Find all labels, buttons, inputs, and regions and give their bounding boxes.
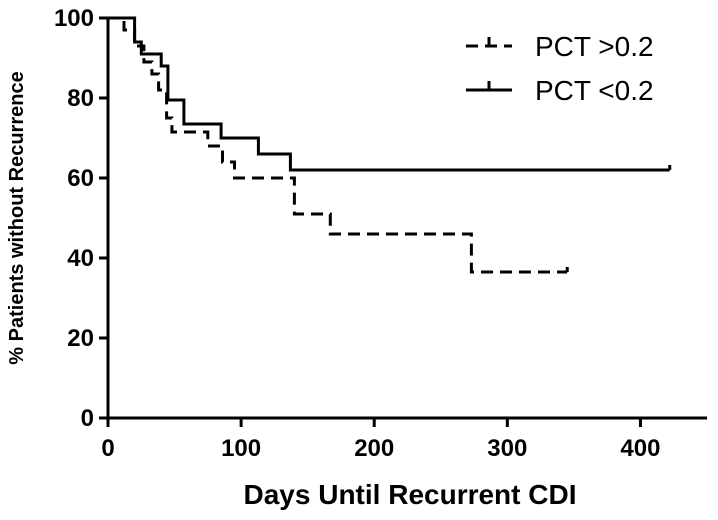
- legend-label: PCT <0.2: [535, 75, 654, 106]
- series-line-pct-above: [108, 16, 568, 274]
- x-tick-label: 0: [101, 435, 114, 462]
- y-axis-title: % Patients without Recurrence: [6, 71, 28, 364]
- x-tick-label: 100: [221, 435, 261, 462]
- axes: [106, 18, 707, 420]
- x-tick-label: 200: [354, 435, 394, 462]
- y-tick-label: 0: [81, 405, 94, 432]
- legend: PCT >0.2 PCT <0.2: [466, 31, 654, 106]
- y-tick-label: 60: [67, 165, 94, 192]
- x-axis-title: Days Until Recurrent CDI: [244, 479, 577, 510]
- y-tick-label: 80: [67, 85, 94, 112]
- x-tick-label: 400: [620, 435, 660, 462]
- legend-label: PCT >0.2: [535, 31, 654, 62]
- ticks: 0 20 40 60 80 100 0 100 200 300 400: [54, 5, 661, 462]
- plot-lines: [108, 16, 672, 274]
- y-tick-label: 100: [54, 5, 94, 32]
- y-tick-label: 20: [67, 325, 94, 352]
- series-line-pct-below: [108, 16, 670, 172]
- x-tick-label: 300: [487, 435, 527, 462]
- y-tick-label: 40: [67, 245, 94, 272]
